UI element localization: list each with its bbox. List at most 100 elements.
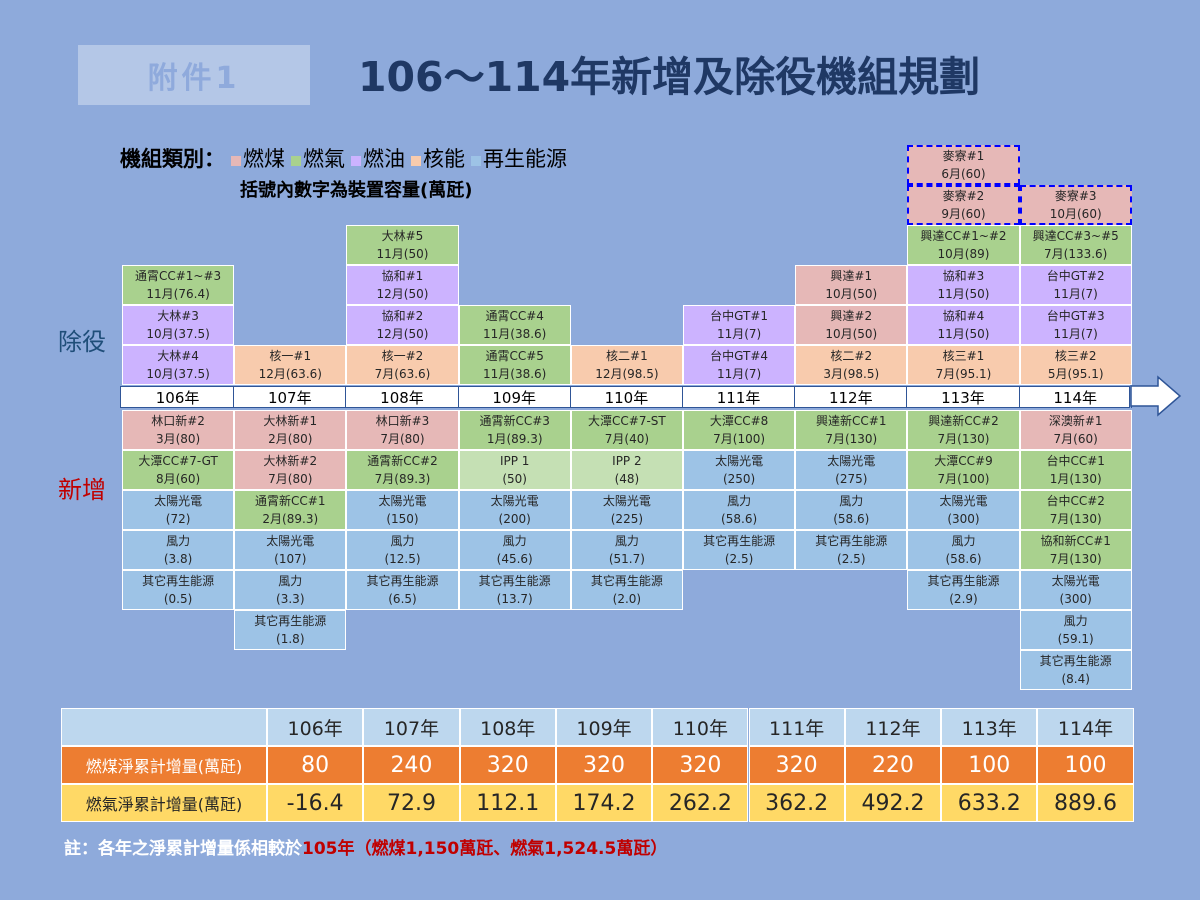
unit-name: 核三#1 — [942, 349, 985, 363]
unit-name: 其它再生能源 — [366, 574, 439, 588]
unit-name: 太陽光電 — [939, 494, 988, 508]
unit-capacity: (8.4) — [1061, 672, 1090, 686]
legend-swatch — [411, 156, 421, 166]
unit-cell: 核一#1 12月(63.6) — [234, 345, 347, 385]
unit-name: 興達CC#3~#5 — [1032, 229, 1119, 243]
unit-cell: 大林#5 11月(50) — [346, 225, 459, 265]
footnote-highlight: 105年（燃煤1,150萬瓩、燃氣1,524.5萬瓩） — [302, 839, 668, 859]
unit-capacity: 7月(80) — [380, 432, 425, 446]
unit-capacity: (200) — [498, 512, 531, 526]
unit-cell: 麥寮#2 9月(60) — [907, 185, 1020, 225]
unit-cell: 風力 (3.8) — [122, 530, 235, 570]
unit-cell: 通霄CC#4 11月(38.6) — [458, 305, 571, 345]
unit-name: 協和#1 — [381, 269, 424, 283]
unit-capacity: 10月(37.5) — [146, 327, 210, 341]
unit-cell: 太陽光電 (150) — [346, 490, 459, 530]
unit-capacity: (1.8) — [276, 632, 305, 646]
unit-capacity: 7月(130) — [825, 432, 878, 446]
unit-capacity: 11月(7) — [1053, 287, 1098, 301]
summary-value: 320 — [555, 746, 653, 784]
unit-cell: 通霄CC#1~#3 11月(76.4) — [122, 265, 235, 305]
unit-cell: 協和#4 11月(50) — [907, 305, 1020, 345]
year-label: 106年 — [122, 386, 235, 408]
unit-capacity: 11月(76.4) — [146, 287, 210, 301]
unit-capacity: (12.5) — [384, 552, 421, 566]
unit-name: 太陽光電 — [1051, 574, 1100, 588]
unit-cell: 其它再生能源 (13.7) — [458, 570, 571, 610]
unit-cell: 台中GT#3 11月(7) — [1019, 305, 1132, 345]
unit-capacity: 11月(50) — [376, 247, 429, 261]
unit-name: 風力 — [951, 534, 976, 548]
unit-name: 台中GT#2 — [1046, 269, 1105, 283]
unit-cell: 太陽光電 (72) — [122, 490, 235, 530]
unit-name: 太陽光電 — [490, 494, 539, 508]
unit-cell: 太陽光電 (225) — [570, 490, 683, 530]
unit-capacity: 10月(60) — [1049, 207, 1102, 221]
unit-name: 興達CC#1~#2 — [920, 229, 1007, 243]
unit-capacity: 2月(89.3) — [262, 512, 319, 526]
unit-name: 通霄新CC#3 — [479, 414, 550, 428]
legend-label: 燃煤 — [243, 147, 285, 171]
unit-cell: 台中GT#4 11月(7) — [683, 345, 796, 385]
unit-name: 核二#2 — [830, 349, 873, 363]
year-label: 112年 — [795, 386, 908, 408]
summary-value: 100 — [941, 746, 1038, 784]
page-title: 106～114年新增及除役機組規劃 — [358, 53, 981, 101]
unit-name: 其它再生能源 — [254, 614, 327, 628]
unit-cell: 其它再生能源 (0.5) — [122, 570, 235, 610]
unit-cell: 太陽光電 (300) — [907, 490, 1020, 530]
unit-capacity: (107) — [274, 552, 307, 566]
unit-cell: 風力 (58.6) — [907, 530, 1020, 570]
unit-capacity: (58.6) — [721, 512, 758, 526]
unit-capacity: (0.5) — [163, 592, 193, 606]
legend-prefix: 機組類別： — [120, 147, 225, 171]
unit-capacity: (45.6) — [496, 552, 533, 566]
unit-name: 麥寮#2 — [942, 189, 985, 203]
unit-name: 風力 — [166, 534, 191, 548]
unit-cell: 風力 (45.6) — [458, 530, 571, 570]
unit-name: 風力 — [278, 574, 303, 588]
unit-cell: 麥寮#1 6月(60) — [907, 145, 1020, 185]
summary-year-header: 106年 — [267, 708, 364, 746]
unit-capacity: 11月(7) — [716, 367, 762, 381]
unit-name: 大林#3 — [157, 309, 199, 323]
unit-capacity: 11月(38.6) — [483, 367, 547, 381]
unit-capacity: 7月(80) — [268, 472, 313, 486]
unit-cell: 風力 (59.1) — [1019, 610, 1132, 650]
unit-capacity: 1月(130) — [1049, 472, 1102, 486]
summary-header-corner — [61, 708, 267, 746]
unit-capacity: 3月(80) — [155, 432, 201, 446]
unit-capacity: (300) — [947, 512, 980, 526]
summary-year-header: 114年 — [1037, 708, 1134, 746]
unit-cell: 通霄CC#5 11月(38.6) — [458, 345, 571, 385]
unit-cell: 其它再生能源 (2.5) — [683, 530, 796, 570]
unit-cell: 大林#3 10月(37.5) — [122, 305, 235, 345]
unit-cell: 其它再生能源 (1.8) — [234, 610, 347, 650]
unit-cell: 通霄新CC#2 7月(89.3) — [346, 450, 459, 490]
unit-cell: 太陽光電 (300) — [1019, 570, 1132, 610]
unit-cell: 協和#1 12月(50) — [346, 265, 459, 305]
unit-name: 核一#2 — [381, 349, 424, 363]
summary-value: -16.4 — [267, 784, 364, 822]
unit-name: IPP 1 — [499, 454, 530, 468]
summary-year-header: 110年 — [652, 708, 749, 746]
summary-year-header: 107年 — [363, 708, 460, 746]
unit-capacity: 1月(89.3) — [486, 432, 543, 446]
unit-name: 太陽光電 — [266, 534, 315, 548]
unit-name: 其它再生能源 — [703, 534, 776, 548]
unit-name: 台中GT#4 — [710, 349, 769, 363]
unit-capacity: (48) — [614, 472, 640, 486]
summary-year-header: 111年 — [748, 708, 845, 746]
summary-value: 320 — [652, 746, 749, 784]
unit-capacity: (58.6) — [945, 552, 982, 566]
summary-value: 362.2 — [748, 784, 845, 822]
unit-name: 其它再生能源 — [815, 534, 888, 548]
unit-capacity: 10月(89) — [937, 247, 990, 261]
unit-cell: 林口新#2 3月(80) — [122, 410, 235, 450]
summary-year-header: 112年 — [844, 708, 942, 746]
summary-value: 174.2 — [555, 784, 653, 822]
unit-capacity: 10月(50) — [825, 287, 878, 301]
unit-capacity: (13.7) — [496, 592, 533, 606]
unit-cell: 大潭CC#8 7月(100) — [683, 410, 796, 450]
unit-cell: 風力 (3.3) — [234, 570, 347, 610]
